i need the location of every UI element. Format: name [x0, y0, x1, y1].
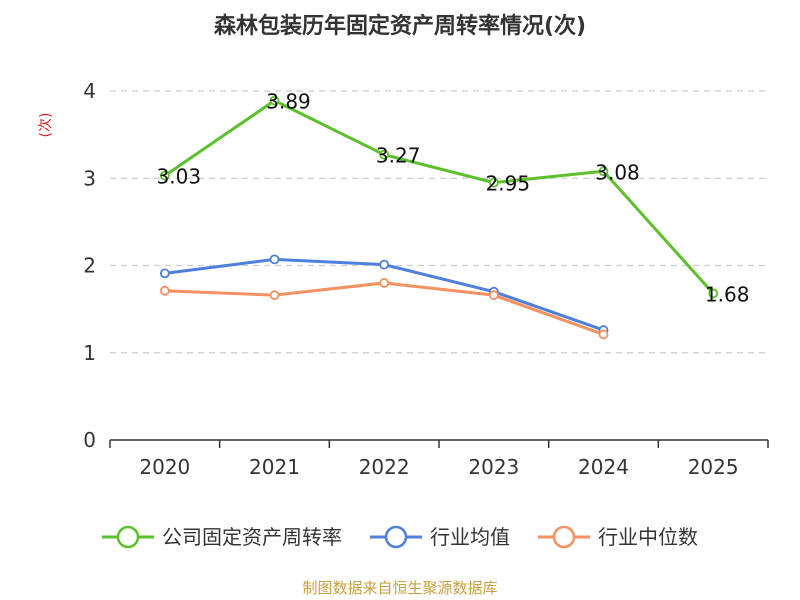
- data-point: [269, 290, 280, 301]
- legend: 公司固定资产周转率 行业均值 行业中位数: [102, 525, 698, 549]
- data-point: [269, 254, 280, 265]
- data-point: [159, 285, 170, 296]
- data-point: [598, 166, 609, 177]
- source-note: 制图数据来自恒生聚源数据库: [302, 579, 497, 597]
- series-line-2: [164, 281, 605, 336]
- legend-swatch-marker: [552, 525, 576, 549]
- data-point: [379, 259, 390, 270]
- y-tick-label: 2: [83, 254, 96, 278]
- data-point: [269, 95, 280, 106]
- data-label: 1.68: [705, 282, 750, 306]
- series-line-0: [163, 99, 715, 295]
- legend-label-2: 行业中位数: [598, 525, 698, 549]
- chart-title: 森林包装历年固定资产周转率情况(次): [214, 13, 586, 39]
- data-point: [488, 290, 499, 301]
- axes: 0 1 2 3 4 2020 2021 2022 2023 2024 2025: [83, 79, 769, 479]
- legend-label-0: 公司固定资产周转率: [162, 525, 342, 549]
- data-label: 3.27: [376, 144, 421, 168]
- x-tick-label: 2020: [139, 455, 190, 479]
- x-tick-label: 2022: [359, 455, 410, 479]
- data-label: 3.08: [595, 160, 640, 184]
- gridlines: [110, 90, 768, 354]
- y-tick-label: 1: [83, 341, 96, 365]
- data-point: [379, 149, 390, 160]
- data-point: [379, 278, 390, 288]
- x-tick-label: 2023: [468, 455, 519, 479]
- x-tick-label: 2025: [688, 455, 739, 479]
- data-label: 2.95: [486, 172, 531, 196]
- x-tick-label: 2021: [249, 455, 300, 479]
- y-axis-label: (次): [38, 113, 54, 138]
- legend-swatch-marker: [384, 525, 408, 549]
- series-layer: [159, 95, 719, 340]
- data-label: 3.89: [266, 90, 311, 114]
- legend-swatch-marker: [116, 525, 140, 549]
- data-point: [708, 288, 719, 299]
- y-tick-label: 3: [83, 166, 96, 190]
- x-tick-label: 2024: [578, 455, 629, 479]
- data-point: [598, 329, 609, 340]
- legend-label-1: 行业均值: [430, 525, 510, 549]
- data-point: [159, 170, 170, 181]
- data-labels: 3.03 3.89 3.27 2.95 3.08 1.68: [157, 90, 750, 307]
- y-tick-label: 0: [83, 428, 96, 452]
- data-label: 3.03: [157, 165, 202, 189]
- y-tick-label: 4: [83, 79, 96, 103]
- data-point: [159, 268, 170, 279]
- data-point: [488, 177, 499, 188]
